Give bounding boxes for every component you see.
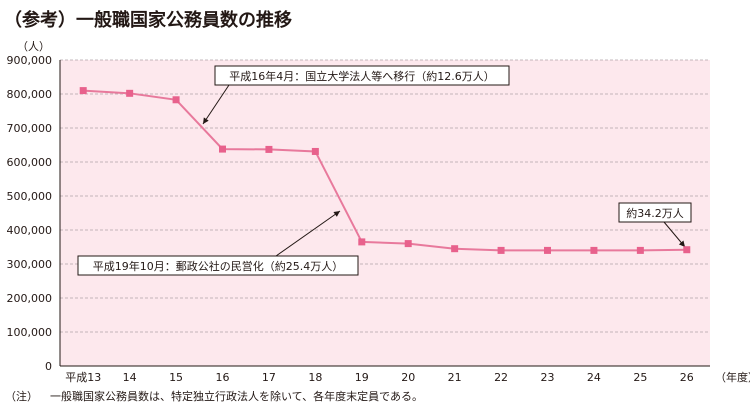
y-tick-label: 0	[45, 360, 52, 373]
y-axis: 0 100,000 200,000 300,000 400,000 500,000 600,…	[7, 54, 61, 373]
x-axis-label: （年度）	[715, 370, 750, 384]
x-tick-label: 24	[587, 371, 601, 384]
y-tick-label: 100,000	[7, 326, 53, 339]
data-point	[683, 246, 691, 254]
annotation-text: 平成16年4月：国立大学法人等へ移行（約12.6万人）	[229, 69, 495, 83]
data-point	[172, 96, 180, 104]
line-chart: 0 100,000 200,000 300,000 400,000 500,000 600,…	[7, 54, 750, 384]
y-tick-label: 400,000	[7, 224, 53, 237]
y-tick-label: 500,000	[7, 190, 53, 203]
y-tick-label: 200,000	[7, 292, 53, 305]
y-tick-label: 300,000	[7, 258, 53, 271]
annotation-arrow	[275, 210, 341, 257]
gridlines	[60, 59, 710, 333]
annotation-box	[214, 65, 510, 86]
data-point	[451, 245, 459, 253]
x-tick-label: 14	[123, 371, 137, 384]
y-tick-label: 800,000	[7, 88, 53, 101]
data-series	[79, 87, 691, 254]
annotation-box	[618, 202, 692, 223]
y-tick-label: 600,000	[7, 156, 53, 169]
x-tick-label: 15	[169, 371, 183, 384]
series-line	[83, 89, 687, 252]
data-point	[404, 240, 412, 248]
x-tick-label: 22	[494, 371, 508, 384]
y-axis-unit-label: （人）	[17, 40, 50, 53]
footnote-prefix: （注）	[5, 390, 38, 403]
data-point	[311, 147, 319, 155]
data-point	[497, 246, 505, 254]
x-tick-label: 17	[262, 371, 276, 384]
x-tick-label: 23	[541, 371, 555, 384]
annotation-arrow	[202, 84, 230, 125]
y-tick-label: 900,000	[7, 54, 53, 67]
data-point	[265, 145, 273, 153]
footnote-text: 一般職国家公務員数は、特定独立行政法人を除いて、各年度末定員である。	[50, 390, 424, 403]
x-tick-label: 26	[680, 371, 694, 384]
x-axis: 平成13 14 15 16 17 18 19 20 21 22 23 24 25 26 （年度）	[60, 365, 750, 384]
data-point	[590, 246, 598, 254]
annotation-box	[77, 255, 359, 276]
x-tick-label: 20	[401, 371, 415, 384]
data-point	[79, 87, 87, 95]
data-point	[219, 145, 226, 153]
plot-area-background	[60, 60, 710, 366]
annotation-text: 平成19年10月：郵政公社の民営化（約25.4万人）	[93, 259, 344, 273]
annotation-text: 約34.2万人	[626, 206, 684, 220]
x-tick-label: 21	[448, 371, 462, 384]
x-tick-label: 18	[308, 371, 322, 384]
data-point	[544, 246, 551, 254]
annotations: 平成16年4月：国立大学法人等へ移行（約12.6万人） 平成19年10月：郵政公社…	[77, 65, 692, 276]
data-point	[126, 89, 134, 97]
x-tick-label: 平成13	[65, 371, 101, 384]
data-point	[636, 246, 644, 254]
footnote: （注） 一般職国家公務員数は、特定独立行政法人を除いて、各年度末定員である。	[5, 388, 423, 404]
x-tick-label: 16	[216, 371, 230, 384]
x-tick-label: 19	[355, 371, 369, 384]
y-tick-label: 700,000	[7, 122, 53, 135]
x-tick-label: 25	[633, 371, 647, 384]
data-point	[358, 238, 366, 246]
page-title: （参考）一般職国家公務員数の推移	[4, 10, 292, 31]
annotation-arrow	[663, 221, 686, 248]
